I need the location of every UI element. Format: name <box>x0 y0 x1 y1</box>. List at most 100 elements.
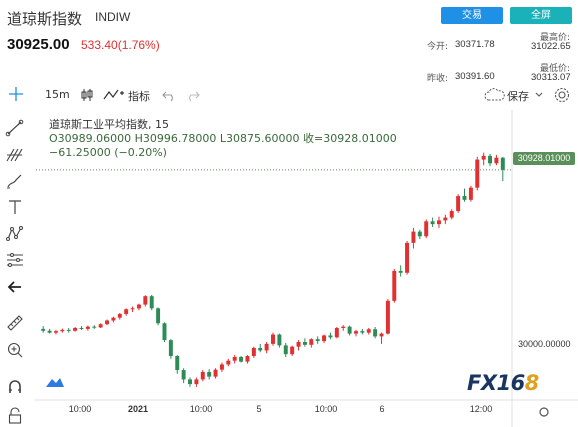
candle-body <box>239 356 244 362</box>
candle-body <box>398 270 403 273</box>
brush-icon[interactable] <box>4 170 26 192</box>
interval-select[interactable]: 15m <box>45 88 70 101</box>
prev-close-label: 昨收: <box>427 74 449 84</box>
candle-body <box>334 327 339 338</box>
candle-body <box>219 364 224 370</box>
chevron-down-icon[interactable] <box>534 88 544 105</box>
candle-body <box>366 329 371 333</box>
candle-body <box>456 196 461 212</box>
candle-body <box>41 328 46 331</box>
x-tick-label: 5 <box>256 404 261 414</box>
x-tick-label: 12:00 <box>470 404 493 414</box>
candle-body <box>149 296 154 309</box>
candle-body <box>500 157 505 170</box>
candle-body <box>130 308 135 310</box>
forecast-icon[interactable] <box>4 249 26 271</box>
save-button[interactable]: 保存 <box>507 90 529 103</box>
drawing-tools-sidebar <box>0 110 30 427</box>
candle-body <box>181 370 186 380</box>
candle-body <box>392 270 397 301</box>
candle-body <box>277 334 282 346</box>
candle-body <box>283 345 288 355</box>
last-price-tag: 30928.01000 <box>513 152 575 165</box>
candle-body <box>168 340 173 357</box>
candle-body <box>124 309 129 314</box>
fullscreen-button[interactable]: 全屏 <box>510 7 572 24</box>
candle-body <box>430 221 435 225</box>
undo-icon[interactable] <box>162 87 176 106</box>
candle-body <box>424 221 429 237</box>
candle-body <box>449 211 454 218</box>
candle-body <box>188 379 192 385</box>
pattern-icon[interactable] <box>4 223 26 245</box>
chart-legend: 道琼斯工业平均指数, 15 O30989.06000 H30996.78000 … <box>49 118 397 160</box>
candle-body <box>207 371 212 377</box>
trend-line-icon[interactable] <box>4 117 26 139</box>
candle-body <box>322 335 327 342</box>
y-tick-label: 30000.00000 <box>518 339 571 349</box>
chart-cloud-icon[interactable] <box>44 373 66 389</box>
candle-body <box>213 369 218 377</box>
candle-body <box>200 371 205 380</box>
page-title: 道琼斯指数 <box>7 10 83 28</box>
candle-body <box>443 217 448 221</box>
crosshair-tool-icon[interactable] <box>6 84 26 104</box>
candle-body <box>354 331 358 334</box>
ruler-icon[interactable] <box>4 312 26 334</box>
candle-body <box>66 329 71 331</box>
indicators-icon[interactable] <box>103 87 125 106</box>
candle-body <box>175 356 180 371</box>
indicators-button[interactable]: 指标 <box>128 90 150 103</box>
candle-body <box>488 155 493 164</box>
candle-body <box>302 342 307 345</box>
candle-body <box>379 333 384 337</box>
candle-body <box>136 304 141 309</box>
candle-body <box>105 320 110 325</box>
candle-body <box>117 313 122 318</box>
low-value: 30313.07 <box>531 72 571 83</box>
candle-style-icon[interactable] <box>79 87 95 106</box>
ticker-symbol: INDIW <box>95 10 131 24</box>
candle-body <box>73 327 78 331</box>
candle-body <box>85 326 90 329</box>
candlestick-chart[interactable]: 30000.00000 10:00 2021 10:00 5 10:00 6 12:00 <box>34 110 578 427</box>
back-arrow-icon[interactable] <box>4 276 26 298</box>
high-label: 最高价: <box>540 33 571 43</box>
candle-body <box>162 323 167 341</box>
lock-icon[interactable] <box>4 404 26 426</box>
chart-toolbar: 15m 指标 保存 <box>0 84 578 108</box>
candle-body <box>315 339 320 342</box>
candle-body <box>373 329 378 337</box>
last-price: 30925.00 <box>7 36 70 53</box>
candle-body <box>53 331 58 333</box>
candle-body <box>328 335 333 338</box>
candle-body <box>309 339 314 345</box>
cloud-save-icon[interactable] <box>484 87 506 106</box>
pitchfork-icon[interactable] <box>4 143 26 165</box>
candle-body <box>475 159 480 188</box>
candle-body <box>296 342 301 347</box>
candle-body <box>98 324 103 328</box>
candle-body <box>194 379 199 385</box>
candle-body <box>481 155 486 160</box>
candle-body <box>468 187 473 200</box>
price-change: 533.40(1.76%) <box>81 38 160 52</box>
candle-body <box>462 196 467 200</box>
quote-header: 道琼斯指数 INDIW 30925.00 533.40(1.76%) 交易 全屏… <box>0 0 578 84</box>
magnet-icon[interactable] <box>4 376 26 398</box>
x-tick-label: 10:00 <box>190 404 213 414</box>
candle-body <box>405 242 410 273</box>
candle-body <box>79 327 84 329</box>
settings-gear-icon[interactable] <box>553 86 571 107</box>
candle-body <box>360 331 365 333</box>
candle-body <box>385 300 390 334</box>
candle-body <box>251 347 256 357</box>
candle-body <box>271 334 275 344</box>
text-icon[interactable] <box>4 196 26 218</box>
zoom-in-icon[interactable] <box>4 339 26 361</box>
axis-settings-gear-icon[interactable] <box>539 407 549 417</box>
legend-series-name: 道琼斯工业平均指数, 15 <box>49 118 169 131</box>
redo-icon[interactable] <box>186 87 200 106</box>
legend-ohlc: O30989.06000 H30996.78000 L30875.60000 收… <box>49 132 397 145</box>
trade-button[interactable]: 交易 <box>441 7 503 24</box>
